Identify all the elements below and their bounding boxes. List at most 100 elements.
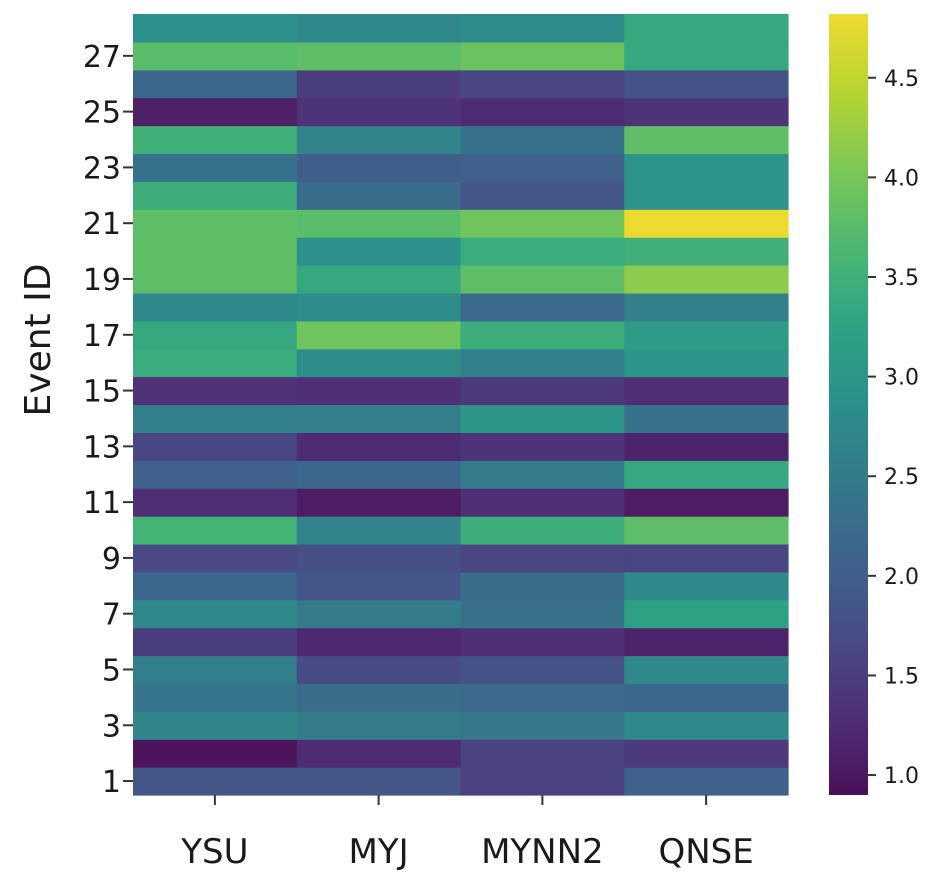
heatmap-cell-event-18-ysu	[133, 292, 298, 322]
heatmap-cell-event-3-qnse	[624, 711, 789, 740]
heatmap-cell-event-10-qnse	[624, 516, 789, 545]
heatmap-cell-event-19-qnse	[624, 265, 789, 294]
heatmap-cell-event-25-qnse	[624, 97, 789, 127]
heatmap-cell-event-4-mynn2	[460, 683, 625, 712]
heatmap-cell-event-7-ysu	[133, 599, 298, 629]
y-tick-label: 7	[102, 598, 121, 633]
heatmap-cell-event-20-mynn2	[460, 237, 625, 266]
x-tick-label-mynn2: MYNN2	[481, 832, 604, 871]
heatmap-cell-event-13-mynn2	[460, 432, 625, 461]
heatmap-cell-event-15-mynn2	[460, 376, 625, 406]
heatmap-cell-event-24-qnse	[624, 125, 789, 155]
heatmap-cell-event-20-myj	[296, 237, 462, 266]
heatmap-cell-event-14-mynn2	[460, 404, 625, 433]
colorbar-ticks: 1.0 1.5 2.0 2.5 3.0 3.5 4.0 4.5	[868, 67, 919, 789]
y-tick-label: 23	[83, 151, 121, 186]
heatmap-cell-event-16-ysu	[133, 348, 298, 378]
heatmap-cell-event-25-mynn2	[460, 97, 625, 127]
heatmap-cell-event-9-mynn2	[460, 543, 625, 573]
heatmap-cell-event-22-myj	[296, 181, 462, 210]
heatmap-cell-event-18-qnse	[624, 292, 789, 322]
heatmap-cell-event-22-mynn2	[460, 181, 625, 210]
heatmap-cell-event-19-myj	[296, 265, 462, 294]
colorbar-tick-label: 4.5	[884, 67, 919, 92]
heatmap-cell-event-17-qnse	[624, 320, 789, 350]
y-tick-label: 15	[83, 375, 121, 410]
heatmap-cell-event-27-ysu	[133, 41, 298, 71]
heatmap-cell-event-28-mynn2	[460, 14, 625, 43]
heatmap-cells	[133, 14, 789, 796]
heatmap-cell-event-8-qnse	[624, 571, 789, 601]
heatmap-cell-event-16-myj	[296, 348, 462, 378]
heatmap-cell-event-23-ysu	[133, 153, 298, 182]
heatmap-cell-event-22-ysu	[133, 181, 298, 210]
x-axis: YSU MYJ MYNN2 QNSE	[180, 795, 754, 872]
heatmap-cell-event-1-myj	[296, 767, 462, 796]
heatmap-cell-event-6-mynn2	[460, 627, 625, 657]
heatmap-cell-event-25-myj	[296, 97, 462, 127]
colorbar: 1.0 1.5 2.0 2.5 3.0 3.5 4.0 4.5	[829, 14, 919, 795]
heatmap-cell-event-14-myj	[296, 404, 462, 433]
heatmap-cell-event-24-mynn2	[460, 125, 625, 155]
heatmap-cell-event-14-ysu	[133, 404, 298, 433]
heatmap-cell-event-10-mynn2	[460, 516, 625, 545]
heatmap-cell-event-11-ysu	[133, 488, 298, 517]
heatmap-cell-event-10-myj	[296, 516, 462, 545]
heatmap-cell-event-6-myj	[296, 627, 462, 657]
heatmap-cell-event-26-qnse	[624, 69, 789, 99]
x-tick-label-myj: MYJ	[349, 832, 409, 871]
heatmap-cell-event-4-myj	[296, 683, 462, 712]
heatmap-cell-event-28-ysu	[133, 14, 298, 43]
heatmap-cell-event-17-ysu	[133, 320, 298, 350]
heatmap-cell-event-3-mynn2	[460, 711, 625, 740]
heatmap-cell-event-25-ysu	[133, 97, 298, 127]
y-tick-label: 13	[83, 430, 121, 465]
heatmap-cell-event-20-qnse	[624, 237, 789, 266]
heatmap-cell-event-26-myj	[296, 69, 462, 99]
y-tick-label: 19	[83, 263, 121, 298]
heatmap-cell-event-6-qnse	[624, 627, 789, 657]
colorbar-tick-label: 1.0	[884, 764, 919, 789]
heatmap-cell-event-18-mynn2	[460, 292, 625, 322]
heatmap-cell-event-5-myj	[296, 655, 462, 685]
heatmap-cell-event-7-mynn2	[460, 599, 625, 629]
heatmap-cell-event-27-qnse	[624, 41, 789, 71]
heatmap-cell-event-5-qnse	[624, 655, 789, 685]
heatmap-cell-event-12-myj	[296, 460, 462, 489]
heatmap-cell-event-14-qnse	[624, 404, 789, 433]
heatmap-cell-event-8-ysu	[133, 571, 298, 601]
heatmap-cell-event-4-qnse	[624, 683, 789, 712]
colorbar-tick-label: 3.0	[884, 366, 919, 391]
y-tick-label: 5	[102, 653, 121, 688]
heatmap-cell-event-21-mynn2	[460, 209, 625, 238]
heatmap-cell-event-20-ysu	[133, 237, 298, 266]
heatmap-cell-event-24-myj	[296, 125, 462, 155]
heatmap-cell-event-26-ysu	[133, 69, 298, 99]
heatmap-cell-event-1-qnse	[624, 767, 789, 796]
colorbar-tick-label: 2.5	[884, 465, 919, 490]
heatmap-cell-event-4-ysu	[133, 683, 298, 712]
heatmap-cell-event-9-ysu	[133, 543, 298, 573]
heatmap-cell-event-21-ysu	[133, 209, 298, 238]
y-tick-label: 1	[102, 765, 121, 800]
heatmap-cell-event-7-myj	[296, 599, 462, 629]
heatmap-cell-event-23-myj	[296, 153, 462, 182]
heatmap-cell-event-28-myj	[296, 14, 462, 43]
colorbar-tick-label: 4.0	[884, 166, 919, 191]
y-tick-label: 17	[83, 319, 121, 354]
heatmap-cell-event-23-qnse	[624, 153, 789, 182]
heatmap-cell-event-22-qnse	[624, 181, 789, 210]
heatmap-cell-event-13-myj	[296, 432, 462, 461]
y-tick-label: 3	[102, 709, 121, 744]
heatmap-cell-event-11-myj	[296, 488, 462, 517]
heatmap-cell-event-5-mynn2	[460, 655, 625, 685]
heatmap-cell-event-2-myj	[296, 739, 462, 768]
heatmap-cell-event-18-myj	[296, 292, 462, 322]
heatmap-cell-event-16-mynn2	[460, 348, 625, 378]
heatmap-cell-event-9-myj	[296, 543, 462, 573]
y-tick-label: 25	[83, 96, 121, 131]
y-tick-label: 9	[102, 542, 121, 577]
